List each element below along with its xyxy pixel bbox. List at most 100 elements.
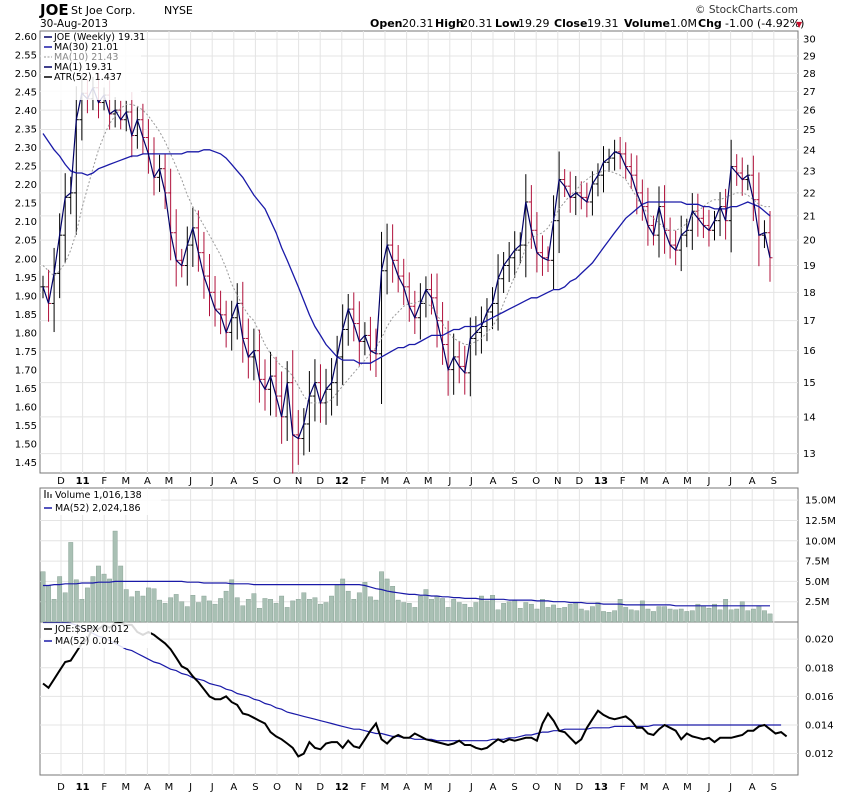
x-tick-label: J <box>188 782 192 793</box>
volume-bar <box>584 610 590 623</box>
volume-bar <box>456 602 462 623</box>
volume-bar <box>451 599 457 623</box>
y-left-tick-label: 2.25 <box>15 162 37 173</box>
x-tick-label: N <box>554 476 561 487</box>
y-left-tick-label: 1.85 <box>15 310 37 321</box>
x-tick-label: S <box>252 782 258 793</box>
volume-bar <box>62 592 68 623</box>
volume-bar <box>268 599 273 623</box>
ticker-symbol: JOE <box>39 1 69 19</box>
x-tick-label: D <box>316 476 324 487</box>
volume-bar <box>767 613 773 623</box>
x-tick-label: S <box>252 476 258 487</box>
x-tick-label: 13 <box>594 782 608 793</box>
volume-bar <box>129 596 135 623</box>
volume-bar <box>645 608 651 623</box>
volume-bar <box>340 578 346 623</box>
volume-bar <box>46 585 51 623</box>
volume-bar <box>229 579 235 623</box>
volume-legend: Volume 1,016,138 MA(52) 2,024,186 <box>41 489 161 515</box>
volume-bar <box>68 542 74 623</box>
y-left-tick-label: 1.70 <box>15 365 37 376</box>
open-value: 20.31 <box>402 17 434 30</box>
volume-bar <box>212 603 218 623</box>
x-tick-label: 12 <box>335 476 349 487</box>
volume-bar <box>545 607 551 623</box>
legend-ma10: MA(10) 21.43 <box>54 52 118 63</box>
x-tick-label: M <box>165 782 174 793</box>
volume-bar <box>623 607 629 623</box>
volume-bar <box>134 590 140 623</box>
volume-bar <box>656 606 662 623</box>
volume-bar <box>540 599 545 623</box>
x-tick-label: F <box>361 782 367 793</box>
volume-bar <box>306 599 312 623</box>
volume-bar <box>262 598 268 623</box>
x-tick-label: D <box>316 782 324 793</box>
volume-bar <box>179 601 185 623</box>
volume-bar <box>639 600 645 623</box>
x-tick-label: 12 <box>335 782 349 793</box>
volume-bar <box>417 595 423 623</box>
high-label: High <box>435 17 464 30</box>
x-tick-label: M <box>165 476 174 487</box>
volume-bar <box>628 609 634 623</box>
volume-bar <box>157 599 162 623</box>
y-left-tick-label: 2.55 <box>15 51 37 62</box>
price-legend: JOE (Weekly) 19.31 MA(30) 21.01 MA(10) 2… <box>41 32 145 100</box>
x-tick-label: O <box>273 782 281 793</box>
volume-bar <box>484 600 490 623</box>
volume-bar <box>257 607 262 623</box>
volume-bar <box>84 587 90 623</box>
y-right-tick-label: 17 <box>803 316 816 327</box>
x-tick-label: A <box>662 476 669 487</box>
volume-bar <box>368 596 373 623</box>
x-tick-label: M <box>381 476 390 487</box>
y-left-tick-label: 1.60 <box>15 402 37 413</box>
volume-bar <box>79 599 85 623</box>
x-tick-label: 13 <box>594 476 608 487</box>
volume-value: 1.0M <box>670 17 697 30</box>
volume-bar <box>440 598 445 623</box>
close-label: Close <box>554 17 587 30</box>
volume-bar <box>96 565 101 623</box>
volume-bar <box>506 601 512 623</box>
volume-bar <box>473 602 479 623</box>
volume-bar <box>595 602 601 623</box>
volume-bar <box>423 589 429 623</box>
x-tick-label: J <box>469 782 473 793</box>
x-tick-label: N <box>295 476 302 487</box>
ratio-line <box>42 621 788 758</box>
chg-value: -1.00 (-4.92%) <box>725 17 804 30</box>
y-left-tick-label: 2.00 <box>15 254 37 265</box>
y-left-tick-label: 2.35 <box>15 125 37 136</box>
volume-bar <box>329 595 334 623</box>
volume-bar <box>151 588 157 623</box>
x-tick-label: O <box>532 782 540 793</box>
x-tick-label: M <box>683 476 692 487</box>
x-tick-label: S <box>511 782 517 793</box>
volume-bar <box>462 603 468 623</box>
volume-bar <box>501 603 507 623</box>
x-tick-label: S <box>771 782 777 793</box>
ma30-line <box>42 133 771 364</box>
legend-ma1: MA(1) 19.31 <box>54 62 112 73</box>
open-label: Open <box>370 17 403 30</box>
legend-atr: ATR(52) 1.437 <box>54 72 122 83</box>
volume-bar <box>678 608 684 623</box>
volume-bar <box>373 599 379 623</box>
x-tick-label: 11 <box>76 476 90 487</box>
volume-bar <box>528 603 534 623</box>
volume-bar <box>445 607 451 623</box>
volume-ma-line <box>43 580 770 607</box>
volume-bar <box>295 599 301 623</box>
volume-bar <box>523 602 529 623</box>
y-left-tick-label: 1.50 <box>15 439 37 450</box>
x-tick-label: J <box>728 476 732 487</box>
x-tick-label: D <box>576 476 584 487</box>
volume-bar <box>318 603 323 623</box>
price-close-line <box>42 86 771 440</box>
volume-bar <box>51 599 57 623</box>
volume-bar <box>251 593 257 623</box>
